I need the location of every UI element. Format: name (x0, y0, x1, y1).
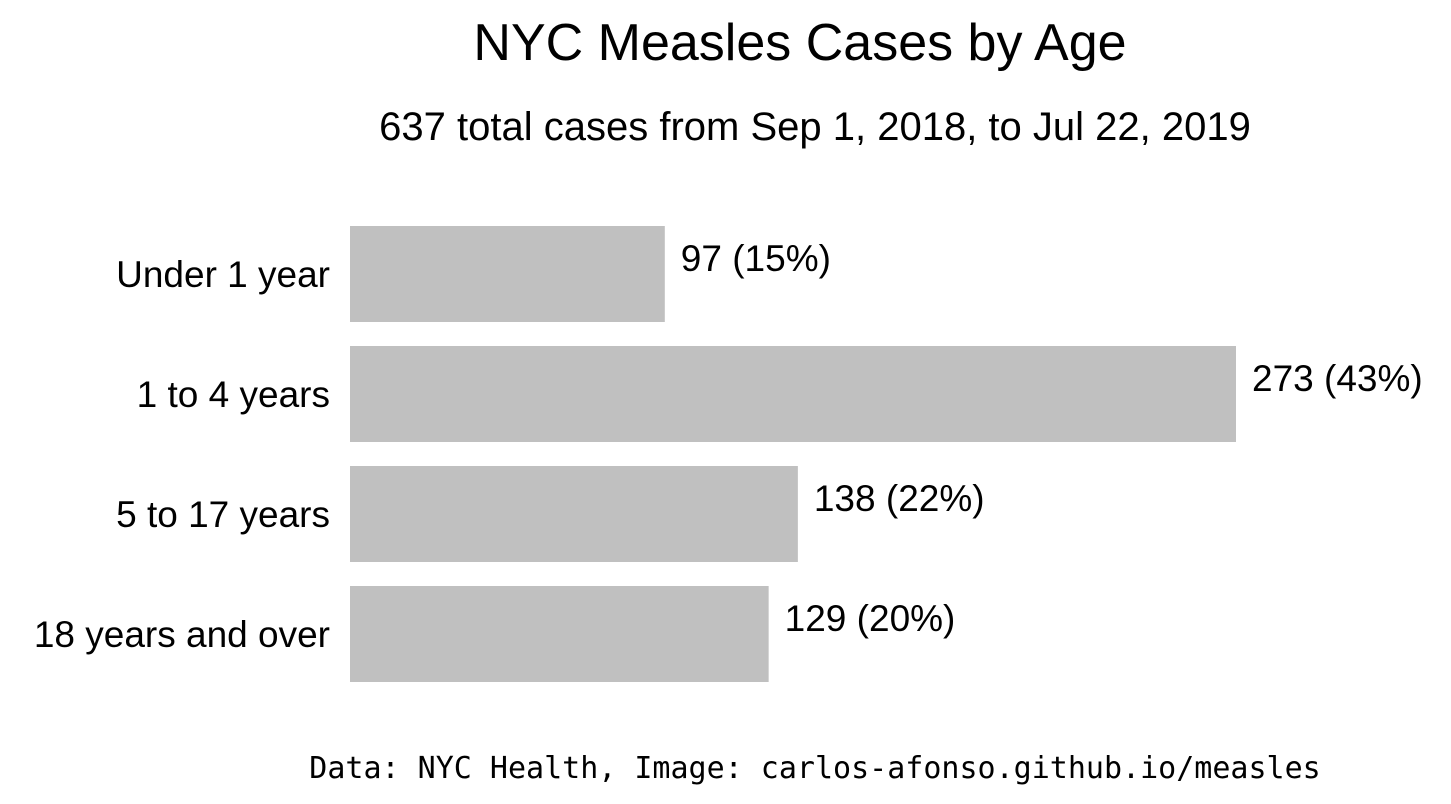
source-note: Data: NYC Health, Image: carlos-afonso.g… (309, 751, 1320, 786)
data-label: 129 (20%) (785, 598, 956, 639)
chart-subtitle: 637 total cases from Sep 1, 2018, to Jul… (379, 105, 1251, 149)
category-label: 1 to 4 years (137, 374, 330, 415)
bar-2 (350, 466, 798, 562)
data-label: 138 (22%) (814, 478, 985, 519)
data-label: 97 (15%) (681, 238, 831, 279)
chart-title: NYC Measles Cases by Age (473, 14, 1126, 72)
bar-0 (350, 226, 665, 322)
bar-1 (350, 346, 1236, 442)
data-label: 273 (43%) (1252, 358, 1423, 399)
category-label: 18 years and over (34, 614, 330, 655)
bars-group: Under 1 year 97 (15%) 1 to 4 years 273 (43%… (34, 226, 1423, 682)
category-label: 5 to 17 years (116, 494, 330, 535)
category-label: Under 1 year (116, 254, 330, 295)
bar-3 (350, 586, 769, 682)
